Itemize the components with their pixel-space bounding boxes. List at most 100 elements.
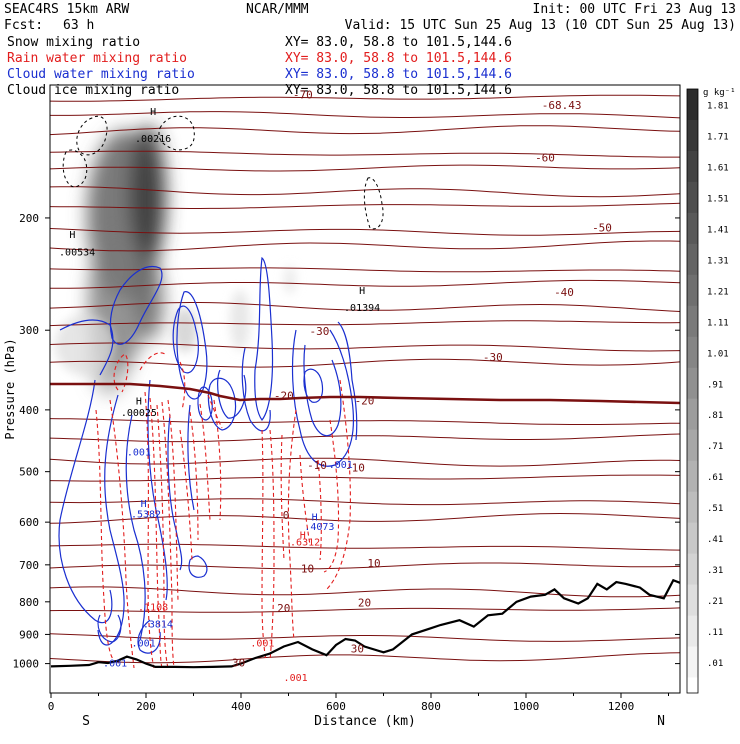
extremum-label: .001 <box>329 460 353 471</box>
y-tick-label: 600 <box>19 516 39 529</box>
temperature-isoline <box>50 586 680 598</box>
colorbar-swatch <box>687 522 698 555</box>
temperature-isoline <box>50 150 680 158</box>
extremum-label: .4073 <box>304 522 334 533</box>
colorbar-swatch <box>687 89 698 121</box>
temperature-isoline <box>50 358 680 368</box>
extremum-label: .001 <box>250 639 274 650</box>
freezing-level-line <box>50 382 680 405</box>
temperature-isoline <box>50 240 680 252</box>
temperature-isoline <box>50 457 680 467</box>
center-title: NCAR/MMM <box>246 2 309 17</box>
temperature-isoline <box>50 94 680 102</box>
extremum-label: H <box>359 286 365 297</box>
legend-rain-xy: XY= 83.0, 58.8 to 101.5,144.6 <box>285 51 512 66</box>
colorbar-label: .71 <box>707 442 723 452</box>
temperature-contour-label: 20 <box>277 602 290 615</box>
temperature-isoline <box>50 498 680 506</box>
extremum-label: .001 <box>284 673 308 684</box>
extremum-label: H <box>141 499 147 510</box>
legend-cloud-water-xy: XY= 83.0, 58.8 to 101.5,144.6 <box>285 67 512 82</box>
temperature-contour-label: -60 <box>535 151 555 164</box>
extremum-label: .3814 <box>143 620 173 631</box>
rain-contours <box>95 352 351 669</box>
x-axis: 0 200 400 600 800 1000 1200 <box>48 693 669 713</box>
temperature-isoline <box>50 202 680 209</box>
x-tick-label: 0 <box>48 700 55 713</box>
temperature-contour-label: -68.43 <box>542 99 582 112</box>
colorbar-unit: g kg⁻¹ <box>703 88 736 98</box>
colorbar-swatch <box>687 305 698 338</box>
colorbar-label: 1.71 <box>707 133 729 143</box>
colorbar-swatch <box>687 646 698 679</box>
temperature-isoline <box>50 607 680 613</box>
x-tick-label: 800 <box>421 700 441 713</box>
extremum-label: .6312 <box>290 538 320 549</box>
temperature-isoline <box>50 512 680 524</box>
x-axis-label: Distance (km) <box>314 714 416 729</box>
colorbar-label: 1.61 <box>707 163 729 173</box>
extremum-label: H <box>312 512 318 523</box>
colorbar-swatch <box>687 367 698 400</box>
temperature-isoline <box>50 433 680 443</box>
colorbar-swatch <box>687 336 698 369</box>
temperature-isoline <box>50 228 680 236</box>
colorbar-swatch <box>687 274 698 307</box>
extremum-label: .001 <box>127 448 151 459</box>
colorbar-swatch <box>687 120 698 152</box>
temperature-isoline <box>50 320 680 327</box>
y-tick-label: 300 <box>19 324 39 337</box>
colorbar-label: 1.31 <box>707 256 729 266</box>
x-tick-label: 600 <box>326 700 346 713</box>
temperature-contour-label: -40 <box>554 286 574 299</box>
temperature-contour-label: -10 <box>345 462 365 475</box>
x-tick-label: 400 <box>231 700 251 713</box>
temperature-contour-label: 10 <box>367 557 380 570</box>
temperature-isoline <box>50 418 680 425</box>
extremum-label: H <box>150 107 156 118</box>
colorbar-label: .41 <box>707 535 723 545</box>
temperature-contour-label: 0 <box>283 509 290 522</box>
temperature-isoline <box>50 652 680 664</box>
colorbar-frame <box>686 88 699 694</box>
temperature-contour-label: 10 <box>301 563 314 576</box>
colorbar-label: 1.21 <box>707 287 729 297</box>
plot-area: -68.43 -70 -60 -50 -40 -30 -30 -20 -20 -10 -10 0 10 1… <box>50 89 680 684</box>
temperature-isoline <box>50 342 680 352</box>
colorbar-label: .21 <box>707 597 723 607</box>
y-tick-label: 500 <box>19 466 39 479</box>
cloud-water-contours <box>58 256 358 654</box>
extremum-label: .1108 <box>138 602 168 613</box>
colorbar-label: .11 <box>707 628 723 638</box>
colorbar-swatch <box>687 615 698 648</box>
temperature-isoline <box>50 633 680 642</box>
temperature-isoline <box>50 111 680 119</box>
y-tick-label: 200 <box>19 212 39 225</box>
temperature-isoline <box>50 164 680 172</box>
temperature-contour-label: -10 <box>307 459 327 472</box>
colorbar-swatch <box>687 553 698 586</box>
ice-contours <box>62 115 384 230</box>
colorbar-label: 1.51 <box>707 194 729 204</box>
extremum-label: H <box>136 396 142 407</box>
terrain-profile <box>50 578 680 669</box>
colorbar-label: 1.01 <box>707 349 729 359</box>
temperature-labels: -68.43 -70 -60 -50 -40 -30 -30 -20 -20 -10 -10 0 10 1… <box>232 89 612 670</box>
temperature-isoline <box>50 279 680 289</box>
plot-frame <box>49 84 681 694</box>
legend-snow-xy: XY= 83.0, 58.8 to 101.5,144.6 <box>285 35 512 50</box>
y-axis-label: Pressure (hPa) <box>3 338 17 439</box>
temperature-contour-label: -30 <box>483 351 503 364</box>
colorbar: 1.81 1.71 1.61 1.51 1.41 1.31 1.21 1.11 1.01 .91.… <box>686 88 729 710</box>
init-time: Init: 00 UTC Fri 23 Aug 13 <box>533 2 737 17</box>
extremum-label: H <box>69 230 75 241</box>
colorbar-label: .01 <box>707 659 723 669</box>
legend: Snow mixing ratio XY= 83.0, 58.8 to 101.… <box>7 35 512 98</box>
colorbar-label: .31 <box>707 566 723 576</box>
extremum-label: .00025 <box>121 408 157 419</box>
north-label: N <box>657 714 665 729</box>
colorbar-label: .61 <box>707 473 723 483</box>
